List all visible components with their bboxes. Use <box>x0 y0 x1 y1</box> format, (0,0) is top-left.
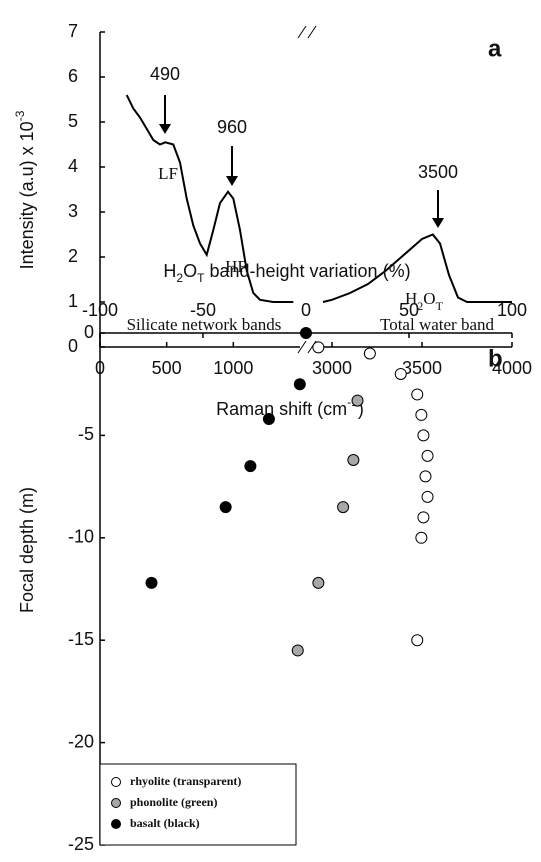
data-point <box>293 378 306 391</box>
band-label: H2OT <box>405 289 444 313</box>
data-point <box>394 367 407 380</box>
data-point <box>347 453 360 466</box>
legend-marker <box>111 819 121 829</box>
y-tick-label: -15 <box>68 629 94 649</box>
text-part: ) <box>358 399 364 419</box>
legend-label: basalt (black) <box>130 816 200 830</box>
data-point <box>417 429 430 442</box>
text-part: T <box>436 299 444 313</box>
y-tick-label: -20 <box>68 731 94 751</box>
text-part: Raman shift (cm <box>216 399 347 419</box>
legend-marker <box>111 777 121 787</box>
text-part: -3 <box>13 110 27 121</box>
legend-box <box>99 763 297 846</box>
text-part: 2 <box>417 299 423 313</box>
arrow-head <box>432 218 444 228</box>
data-point <box>145 576 158 589</box>
panel-label: a <box>488 35 502 62</box>
band-label: LF <box>158 164 178 183</box>
x-tick-label: -100 <box>82 300 118 320</box>
text-part: H <box>163 261 176 281</box>
data-point <box>300 327 312 339</box>
data-point <box>411 634 424 647</box>
y-tick-label: 2 <box>68 246 78 266</box>
axis-break <box>297 25 307 39</box>
data-point <box>312 341 325 354</box>
y-tick-label: 7 <box>68 21 78 41</box>
x-tick-label: 0 <box>301 300 311 320</box>
data-point <box>415 531 428 544</box>
y-tick-label: 5 <box>68 111 78 131</box>
arrow-head <box>159 124 171 134</box>
x-tick-label: 100 <box>497 300 527 320</box>
text-part: H <box>405 289 417 308</box>
text-part: O <box>423 289 435 308</box>
x-tick-label: 3500 <box>402 358 442 378</box>
y-axis-title: Intensity (a.u) x 10-3 <box>13 110 37 269</box>
data-point <box>411 388 424 401</box>
text-part: O <box>183 261 197 281</box>
data-point <box>312 576 325 589</box>
arrow-head <box>226 176 238 186</box>
spectrum-line <box>125 94 512 303</box>
y-tick-label: -10 <box>68 527 94 547</box>
peak-label: 490 <box>150 64 180 84</box>
x-tick-label: 1000 <box>213 358 253 378</box>
data-point <box>219 501 232 514</box>
legend-label: phonolite (green) <box>130 795 217 809</box>
y-tick-label: -5 <box>78 424 94 444</box>
y-tick-label: 3 <box>68 201 78 221</box>
y-tick-label: 4 <box>68 156 78 176</box>
region-label: Total water band <box>380 315 494 334</box>
data-point <box>363 347 376 360</box>
data-point <box>262 413 275 426</box>
data-point <box>244 460 257 473</box>
x-tick-label: 4000 <box>492 358 532 378</box>
x-axis-title: H2OT band-height variation (%) <box>163 261 410 285</box>
peak-label: 3500 <box>418 162 458 182</box>
data-point <box>291 644 304 657</box>
y-axis-title: Focal depth (m) <box>17 487 37 613</box>
x-tick-label: -50 <box>190 300 216 320</box>
data-point <box>351 394 364 407</box>
axis-break <box>307 25 317 39</box>
x-axis-title: Raman shift (cm-1) <box>216 395 364 419</box>
data-point <box>337 501 350 514</box>
y-tick-label: 1 <box>68 291 78 311</box>
panel-label: b <box>488 345 503 372</box>
data-point <box>417 511 430 524</box>
text-part: 2 <box>176 271 183 285</box>
text-part: Intensity (a.u) x 10 <box>17 121 37 269</box>
text-part: T <box>197 271 205 285</box>
data-point <box>415 408 428 421</box>
data-point <box>421 490 434 503</box>
y-tick-label: 6 <box>68 66 78 86</box>
x-tick-label: 3000 <box>312 358 352 378</box>
text-part: band-height variation (%) <box>204 261 410 281</box>
data-point <box>421 449 434 462</box>
y-tick-label: -25 <box>68 834 94 854</box>
data-point <box>419 470 432 483</box>
region-label: Silicate network bands <box>127 315 282 334</box>
band-label: HF <box>225 257 247 276</box>
legend-marker <box>111 798 121 808</box>
axis-break <box>297 340 307 354</box>
x-tick-label: 500 <box>152 358 182 378</box>
legend-label: rhyolite (transparent) <box>130 774 241 788</box>
x-tick-label: 50 <box>399 300 419 320</box>
y-tick-label: 0 <box>68 336 78 356</box>
y-tick-label: 0 <box>84 322 94 342</box>
peak-label: 960 <box>217 117 247 137</box>
